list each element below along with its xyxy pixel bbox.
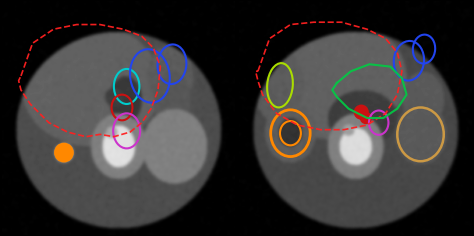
Ellipse shape <box>355 106 368 119</box>
Ellipse shape <box>55 144 73 161</box>
Ellipse shape <box>361 113 371 123</box>
